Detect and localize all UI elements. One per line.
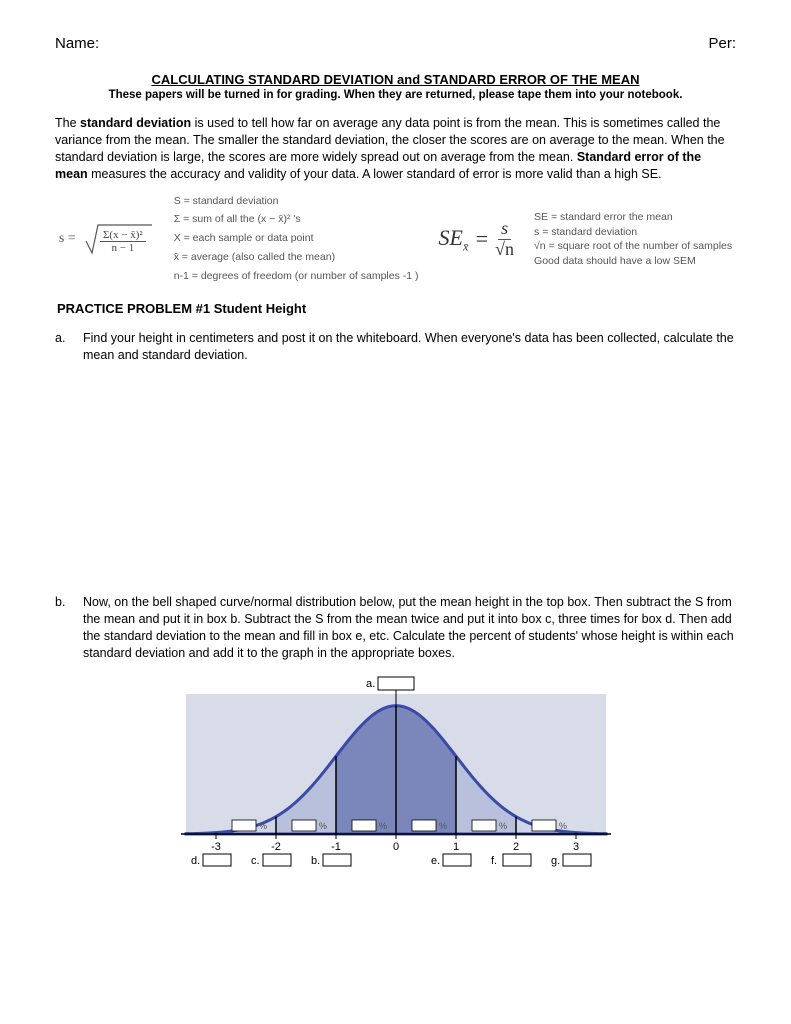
se-definitions: SE = standard error the mean s = standar…: [534, 210, 732, 269]
svg-text:-1: -1: [331, 841, 341, 853]
def-line: X = each sample or data point: [174, 230, 419, 247]
svg-text:%: %: [499, 821, 507, 831]
bell-curve-chart: -3 -2 -1 0 1 2 3%%%%%% a. d. c. b. e. f. g.: [156, 674, 636, 874]
practice-title: PRACTICE PROBLEM #1 Student Height: [57, 301, 736, 316]
svg-text:%: %: [319, 821, 327, 831]
item-a-text: Find your height in centimeters and post…: [83, 330, 736, 364]
svg-text:%: %: [559, 821, 567, 831]
item-b-marker: b.: [55, 594, 69, 662]
intro-text: The: [55, 116, 80, 130]
sd-formula: s = Σ(x − x̄)² n − 1: [59, 219, 154, 259]
sd-definitions: S = standard deviation Σ = sum of all th…: [174, 193, 419, 287]
svg-text:%: %: [379, 821, 387, 831]
svg-text:-3: -3: [211, 841, 221, 853]
svg-text:a.: a.: [366, 678, 375, 690]
svg-text:1: 1: [452, 841, 458, 853]
def-line: √n = square root of the number of sample…: [534, 239, 732, 254]
item-b: b. Now, on the bell shaped curve/normal …: [55, 594, 736, 662]
def-line: Σ = sum of all the (x − x̄)² 's: [174, 211, 419, 228]
svg-text:e.: e.: [431, 855, 440, 867]
frac-top: Σ(x − x̄)²: [100, 229, 146, 242]
def-line: s = standard deviation: [534, 225, 732, 240]
svg-text:3: 3: [572, 841, 578, 853]
page: Name: Per: CALCULATING STANDARD DEVIATIO…: [0, 0, 791, 1024]
intro-paragraph: The standard deviation is used to tell h…: [55, 115, 736, 183]
svg-text:0: 0: [392, 841, 398, 853]
svg-text:b.: b.: [311, 855, 320, 867]
per-label: Per:: [708, 35, 736, 52]
def-line: n-1 = degrees of freedom (or number of s…: [174, 268, 419, 285]
se-lhs: SEx̄: [439, 225, 469, 254]
s-equals: s =: [59, 231, 76, 247]
doc-title: CALCULATING STANDARD DEVIATION and STAND…: [55, 72, 736, 87]
se-bot: √n: [495, 240, 514, 260]
se-eq: =: [474, 226, 489, 252]
svg-text:%: %: [439, 821, 447, 831]
svg-text:2: 2: [512, 841, 518, 853]
svg-text:%: %: [259, 821, 267, 831]
intro-bold-sd: standard deviation: [80, 116, 191, 130]
formulas-row: s = Σ(x − x̄)² n − 1 S = standard deviat…: [55, 193, 736, 287]
item-b-text: Now, on the bell shaped curve/normal dis…: [83, 594, 736, 662]
doc-subtitle: These papers will be turned in for gradi…: [55, 89, 736, 101]
def-line: x̄ = average (also called the mean): [174, 249, 419, 266]
sqrt-icon: Σ(x − x̄)² n − 1: [84, 219, 154, 259]
svg-text:c.: c.: [251, 855, 260, 867]
svg-text:-2: -2: [271, 841, 281, 853]
svg-text:f.: f.: [491, 855, 497, 867]
header-row: Name: Per:: [55, 35, 736, 52]
def-line: S = standard deviation: [174, 193, 419, 210]
bell-curve-wrap: -3 -2 -1 0 1 2 3%%%%%% a. d. c. b. e. f. g.: [55, 674, 736, 874]
frac-bot: n − 1: [111, 243, 134, 255]
def-line: SE = standard error the mean: [534, 210, 732, 225]
item-a-marker: a.: [55, 330, 69, 364]
svg-text:g.: g.: [551, 855, 560, 867]
def-line: Good data should have a low SEM: [534, 254, 732, 269]
sqrt-svg: Σ(x − x̄)² n − 1: [84, 219, 154, 259]
item-a: a. Find your height in centimeters and p…: [55, 330, 736, 364]
se-frac: s √n: [495, 219, 514, 260]
name-label: Name:: [55, 35, 99, 52]
intro-text: measures the accuracy and validity of yo…: [88, 167, 662, 181]
se-top: s: [498, 219, 511, 240]
se-formula: SEx̄ = s √n: [439, 219, 515, 260]
svg-text:d.: d.: [191, 855, 200, 867]
